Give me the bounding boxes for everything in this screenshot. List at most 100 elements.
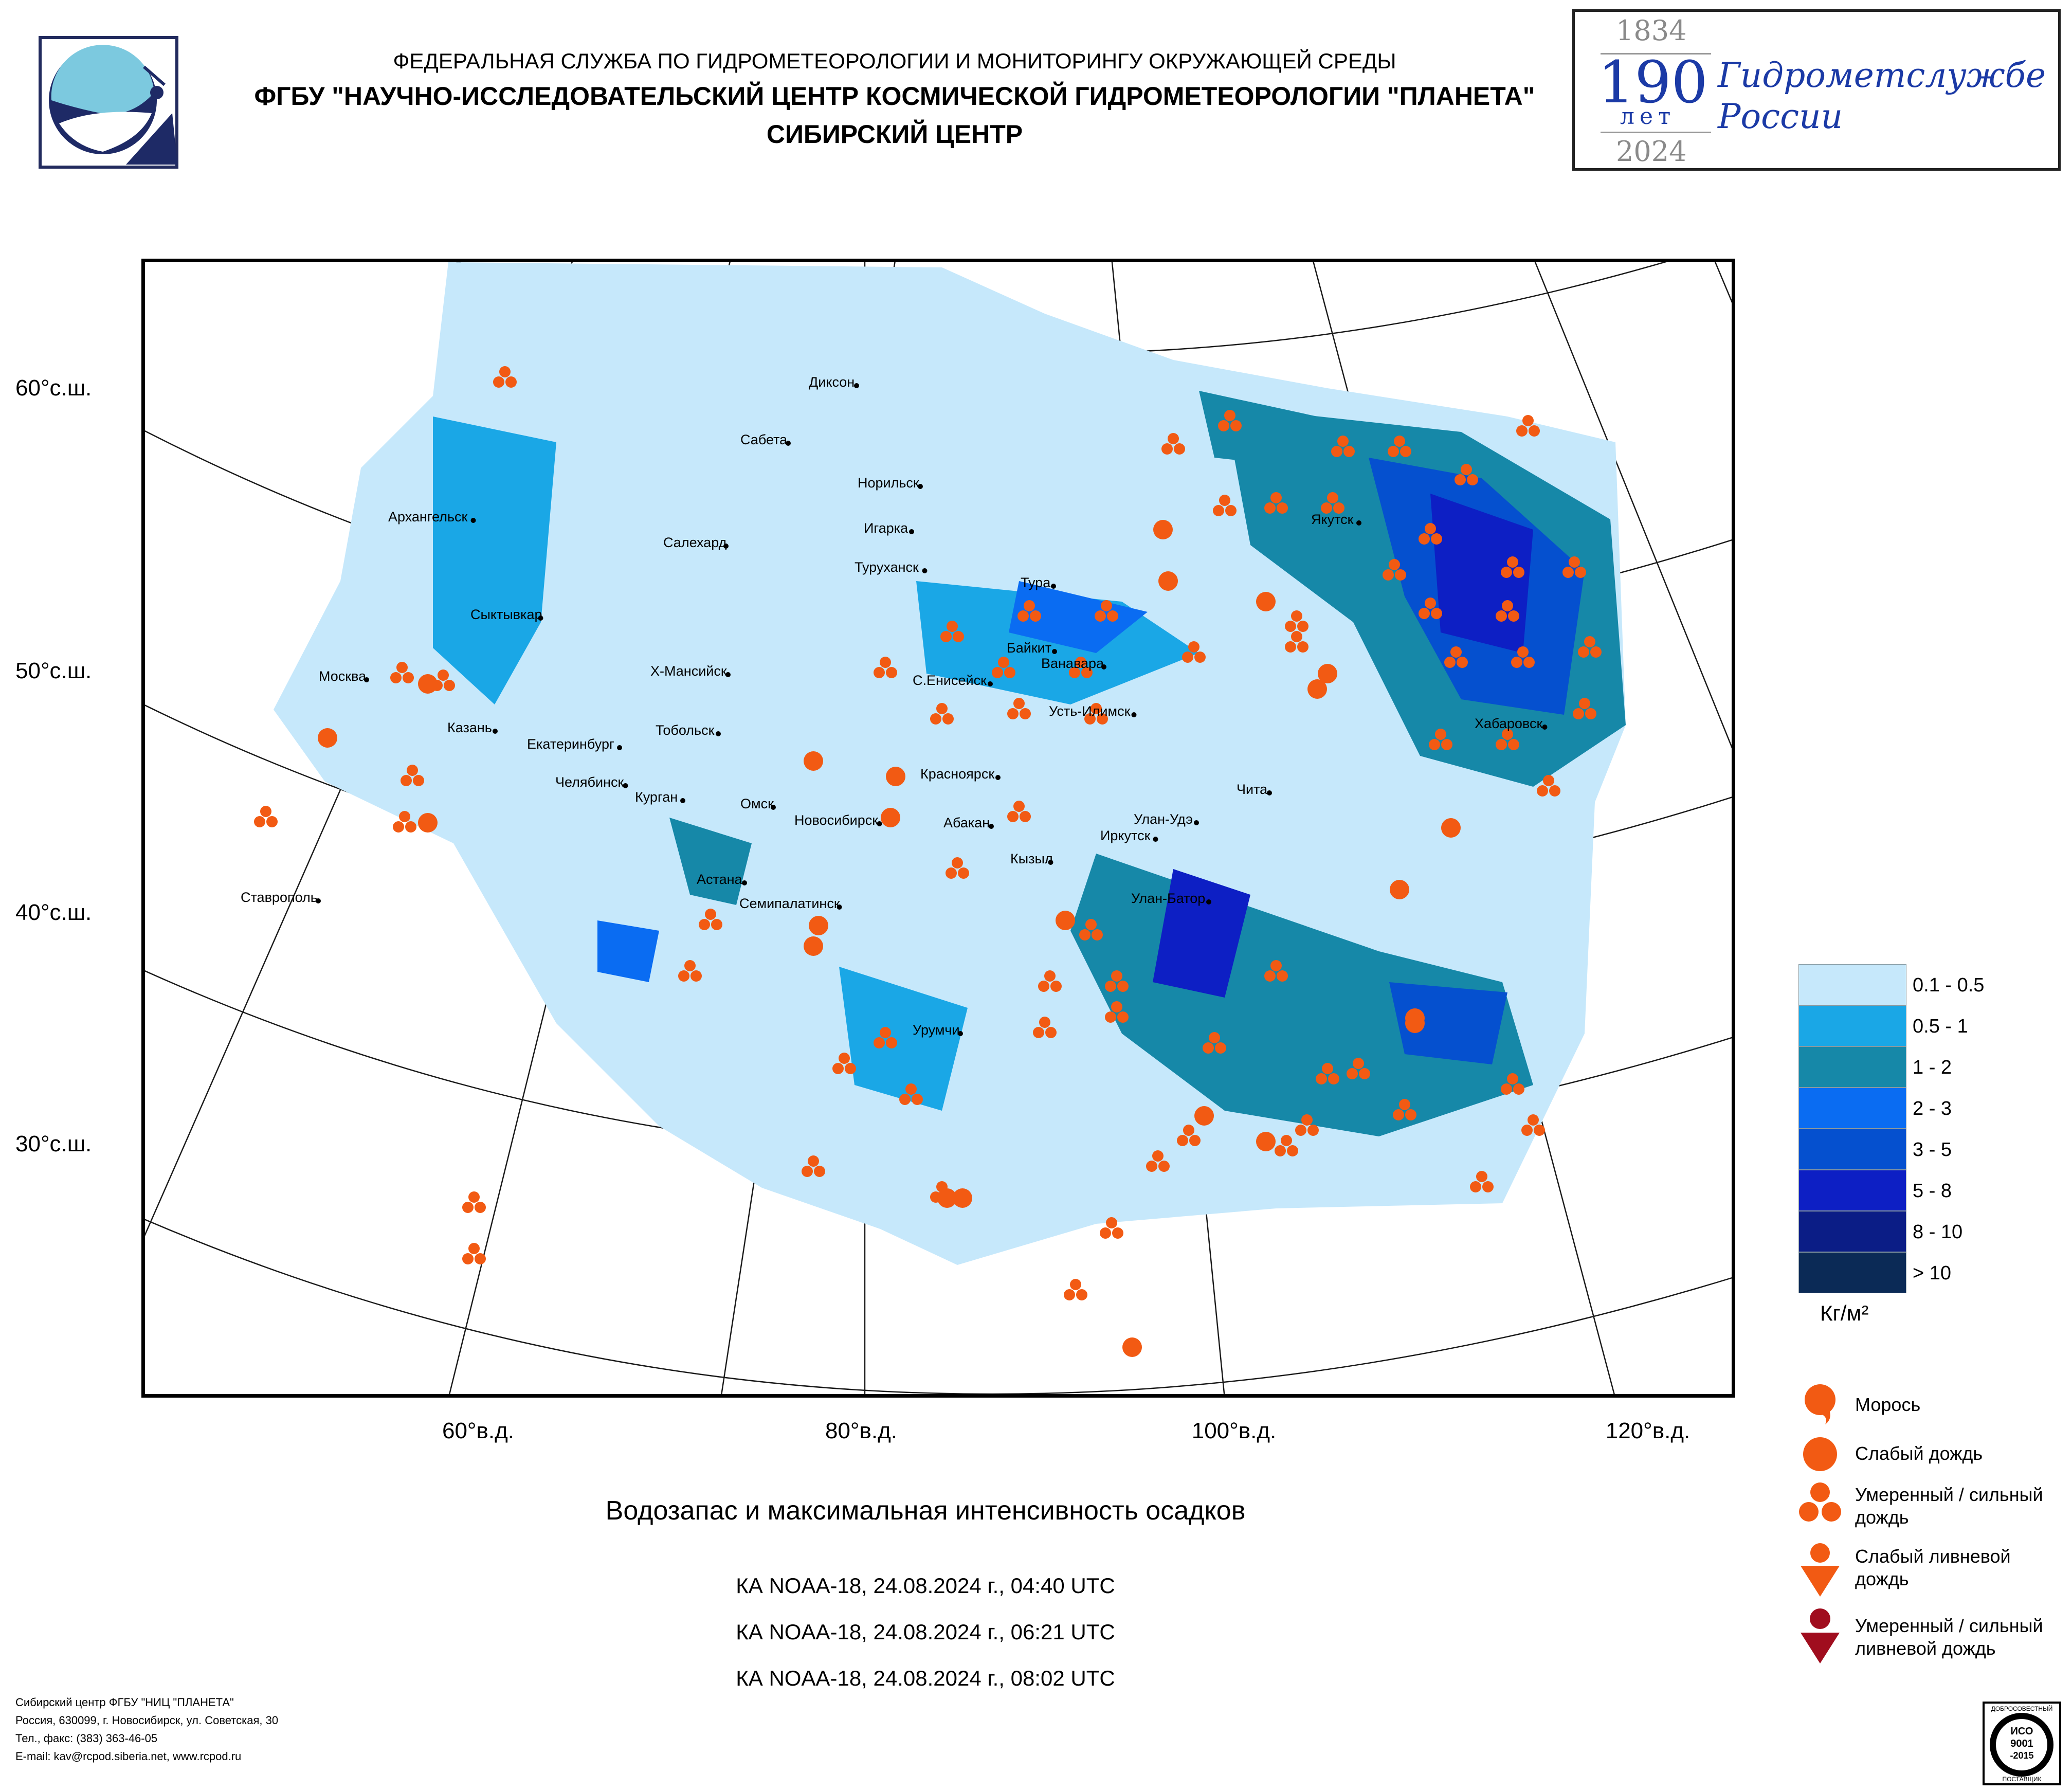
- light-rain-symbol: [418, 813, 438, 833]
- city-dot: [1206, 899, 1211, 904]
- heavy-rain-symbol: [462, 1191, 486, 1213]
- heavy-rain-symbol: [1501, 1073, 1524, 1095]
- light-rain-symbol: [1405, 1014, 1425, 1033]
- anniversary-text-2: России: [1718, 97, 1843, 136]
- heavy-rain-symbol: [699, 909, 722, 930]
- legend-swatch: [1798, 1129, 1906, 1170]
- iso-badge-l1: ИСО: [2010, 1726, 2033, 1737]
- heavy-rain-symbol: [1537, 775, 1560, 797]
- light-rain-icon: [1803, 1437, 1837, 1471]
- legend-label: 2 - 3: [1913, 1098, 1952, 1119]
- lat-label-30: 30°с.ш.: [15, 1131, 92, 1156]
- heavy-rain-symbol: [1331, 436, 1355, 457]
- lat-label-50: 50°с.ш.: [15, 658, 92, 683]
- heavy-rain-symbol: [1069, 657, 1093, 678]
- legend-symbols: [1799, 1384, 1841, 1663]
- map-title: Водозапас и максимальная интенсивность о…: [605, 1496, 1246, 1526]
- city-dot: [909, 529, 914, 534]
- city-dot: [316, 898, 321, 903]
- heavy-rain-symbol: [1177, 1125, 1201, 1146]
- legend-symbol-label: Умеренный / сильный ливневой дождь: [1855, 1615, 2043, 1659]
- heavy-rain-symbol: [1095, 600, 1118, 622]
- city-label: С.Енисейск: [913, 673, 987, 688]
- city-dot: [877, 821, 882, 826]
- light-rain-symbol: [418, 674, 438, 694]
- heavy-rain-symbol: [946, 857, 969, 879]
- iso-badge-top: ДОБРОСОВЕСТНЫЙ: [1991, 1705, 2053, 1712]
- heavy-rain-symbol: [1203, 1032, 1226, 1054]
- city-dot: [988, 681, 993, 686]
- legend-label: 0.1 - 0.5: [1913, 974, 1985, 996]
- heavy-rain-symbol: [1182, 641, 1206, 663]
- heavy-rain-symbol: [1562, 556, 1586, 578]
- city-dot: [1194, 820, 1199, 825]
- anniversary-text-1: Гидрометслужбе: [1718, 56, 2046, 95]
- legend-symbol-label: Слабый ливневой дождь: [1855, 1546, 2011, 1589]
- anniversary-end-year: 2024: [1616, 135, 1687, 168]
- heavy-rain-symbol: [832, 1053, 856, 1074]
- light-rain-symbol: [1256, 592, 1276, 611]
- heavy-rain-symbol: [1383, 559, 1406, 581]
- heavy-rain-symbol: [874, 657, 897, 678]
- heavy-rain-symbol: [992, 657, 1015, 678]
- city-dot: [958, 1031, 963, 1036]
- city-label: Ванавара: [1041, 656, 1104, 671]
- light-rain-symbol: [886, 767, 905, 786]
- heavy-rain-symbol: [1419, 523, 1442, 545]
- city-label: Красноярск: [920, 766, 995, 782]
- heavy-rain-symbol: [1285, 610, 1308, 632]
- city-label: Хабаровск: [1475, 716, 1543, 731]
- city-label: Сыктывкар: [470, 607, 542, 622]
- city-dot: [742, 880, 747, 885]
- city-dot: [1267, 790, 1272, 795]
- light-rain-symbol: [318, 728, 337, 748]
- heavy-rain-symbol: [1573, 698, 1596, 719]
- heavy-rain-symbol: [1017, 600, 1041, 622]
- precipitation-map: [141, 259, 1735, 1398]
- city-label: Урумчи: [913, 1022, 960, 1038]
- heavy-rain-symbol: [1007, 698, 1031, 719]
- legend-swatch: [1798, 1252, 1906, 1293]
- city-markers: [316, 383, 1548, 1036]
- city-dot: [1051, 584, 1056, 589]
- heavy-rain-symbol: [462, 1243, 486, 1264]
- anniversary-number: 190: [1598, 49, 1708, 116]
- city-dot: [1153, 837, 1158, 842]
- city-label: Улан-Удэ: [1134, 811, 1193, 827]
- footer-org: Сибирский центр ФГБУ "НИЦ "ПЛАНЕТА": [15, 1696, 234, 1709]
- city-dot: [1356, 520, 1361, 526]
- city-dot: [771, 805, 776, 810]
- heavy-rain-symbol: [930, 703, 954, 725]
- city-label: Диксон: [809, 374, 855, 390]
- map-canvas: [145, 262, 1732, 1394]
- heavy-rain-symbol: [1295, 1114, 1319, 1136]
- heavy-rain-symbol: [1064, 1279, 1087, 1300]
- city-dot: [1101, 664, 1106, 670]
- satellite-pass: КА NOAA-18, 24.08.2024 г., 06:21 UTC: [736, 1620, 1115, 1644]
- legend-swatch: [1798, 964, 1906, 1005]
- city-label: Ставрополь: [241, 890, 318, 905]
- iso-badge-l3: -2015: [2010, 1750, 2034, 1761]
- city-label: Новосибирск: [794, 812, 879, 828]
- heavy-rain-symbol: [1213, 495, 1237, 516]
- header-center: СИБИРСКИЙ ЦЕНТР: [766, 120, 1023, 149]
- legend-swatch: [1798, 1005, 1906, 1046]
- city-label: Москва: [319, 668, 367, 684]
- city-label: Тура: [1021, 575, 1051, 590]
- city-dot: [786, 441, 791, 446]
- heavy-rain-symbol: [1321, 492, 1344, 514]
- header-institute: ФГБУ "НАУЧНО-ИССЛЕДОВАТЕЛЬСКИЙ ЦЕНТР КОС…: [254, 82, 1535, 111]
- legend-label: > 10: [1913, 1262, 1952, 1284]
- light-rain-symbol: [1056, 911, 1075, 930]
- city-label: Кызыл: [1010, 851, 1053, 866]
- heavy-rain-symbol: [1501, 556, 1524, 578]
- heavy-rain-symbol: [1316, 1063, 1339, 1084]
- heavy-rain-symbol: [1264, 492, 1288, 514]
- city-dot: [617, 745, 622, 750]
- anniversary-rule-bottom: [1601, 132, 1711, 133]
- water-vapor-field: [274, 262, 1626, 1265]
- drizzle-icon: [1805, 1384, 1835, 1424]
- heavy-rain-symbol: [1455, 464, 1478, 485]
- lon-label-80: 80°в.д.: [825, 1418, 898, 1443]
- heavy-rain-symbol: [1079, 919, 1103, 940]
